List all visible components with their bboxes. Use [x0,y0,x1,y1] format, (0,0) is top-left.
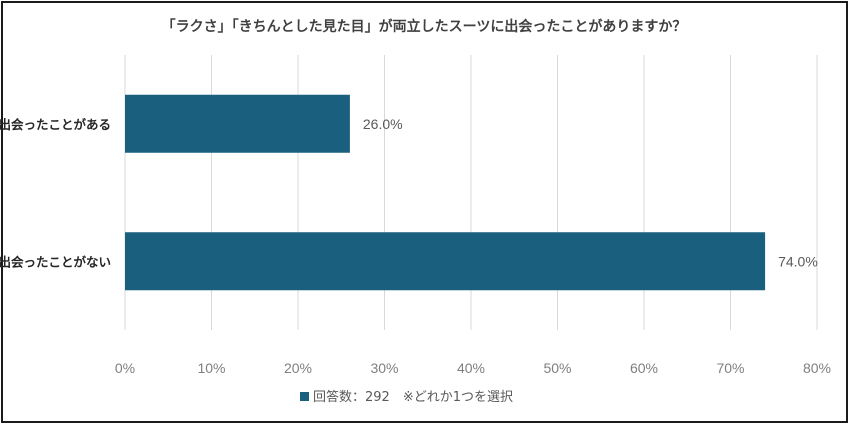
x-tick-label: 50% [543,360,571,376]
legend: 回答数：292 ※どれか1つを選択 [300,389,513,405]
x-tick-label: 30% [370,360,398,376]
x-tick-label: 70% [716,360,744,376]
category-label: 出会ったことがない [0,254,111,269]
legend-text: 回答数：292 ※どれか1つを選択 [313,389,513,405]
x-tick-label: 10% [197,360,225,376]
x-tick-label: 80% [803,360,831,376]
bar [125,232,766,291]
data-label: 74.0% [778,253,818,269]
x-tick-label: 20% [284,360,312,376]
data-label: 26.0% [363,116,403,132]
x-tick-label: 0% [115,360,135,376]
labels: 0% 10% 20% 30% 40% 50% 60% 70% 80% 出会ったことがある 26.0%… [0,116,831,376]
chart-title: 「ラクさ」「きちんとした見た目」が両立したスーツに出会ったことがありますか？ [162,18,687,35]
legend-swatch [300,392,309,401]
category-label: 出会ったことがある [0,117,111,132]
x-tick-label: 60% [630,360,658,376]
bar [125,94,350,153]
x-tick-label: 40% [457,360,485,376]
bars [125,94,766,291]
